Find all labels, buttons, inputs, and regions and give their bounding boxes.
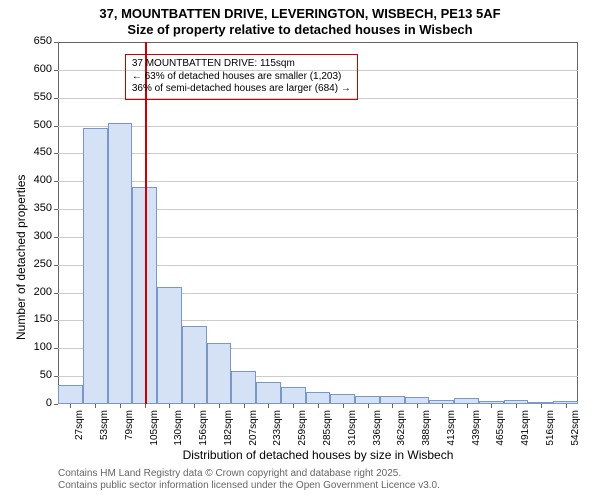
xtick-mark — [219, 404, 220, 408]
ytick-label: 200 — [24, 286, 52, 298]
annotation-line1: 37 MOUNTBATTEN DRIVE: 115sqm — [132, 58, 351, 71]
ytick-mark — [54, 237, 58, 238]
ytick-label: 300 — [24, 230, 52, 242]
xtick-label: 182sqm — [223, 410, 234, 458]
xtick-mark — [491, 404, 492, 408]
chart-title-line1: 37, MOUNTBATTEN DRIVE, LEVERINGTON, WISB… — [0, 0, 600, 22]
histogram-bar — [157, 287, 182, 404]
xtick-mark — [194, 404, 195, 408]
histogram-bar — [256, 382, 281, 404]
ytick-mark — [54, 348, 58, 349]
annotation-box: 37 MOUNTBATTEN DRIVE: 115sqm← 63% of det… — [125, 54, 358, 100]
ytick-mark — [54, 293, 58, 294]
xtick-mark — [293, 404, 294, 408]
ytick-mark — [54, 376, 58, 377]
ytick-mark — [54, 265, 58, 266]
ytick-label: 400 — [24, 174, 52, 186]
ytick-label: 50 — [24, 369, 52, 381]
xtick-label: 439sqm — [471, 410, 482, 458]
gridline — [58, 153, 578, 154]
xtick-mark — [244, 404, 245, 408]
ytick-mark — [54, 404, 58, 405]
xtick-mark — [169, 404, 170, 408]
xtick-label: 27sqm — [74, 410, 85, 458]
chart-title-line2: Size of property relative to detached ho… — [0, 22, 600, 38]
xtick-label: 310sqm — [347, 410, 358, 458]
xtick-mark — [566, 404, 567, 408]
xtick-mark — [120, 404, 121, 408]
histogram-bar — [281, 387, 306, 404]
xtick-mark — [268, 404, 269, 408]
xtick-label: 413sqm — [446, 410, 457, 458]
annotation-line3: 36% of semi-detached houses are larger (… — [132, 83, 351, 96]
xtick-label: 491sqm — [520, 410, 531, 458]
ytick-label: 250 — [24, 258, 52, 270]
histogram-bar — [330, 394, 355, 404]
gridline — [58, 126, 578, 127]
xtick-label: 259sqm — [297, 410, 308, 458]
ytick-mark — [54, 181, 58, 182]
ytick-mark — [54, 209, 58, 210]
histogram-bar — [207, 343, 232, 404]
xtick-label: 53sqm — [99, 410, 110, 458]
xtick-mark — [145, 404, 146, 408]
xtick-label: 516sqm — [545, 410, 556, 458]
histogram-bar — [306, 392, 331, 404]
xtick-mark — [417, 404, 418, 408]
xtick-label: 388sqm — [421, 410, 432, 458]
xtick-mark — [95, 404, 96, 408]
histogram-bar — [58, 385, 83, 404]
ytick-mark — [54, 42, 58, 43]
xtick-mark — [70, 404, 71, 408]
xtick-mark — [318, 404, 319, 408]
ytick-label: 550 — [24, 91, 52, 103]
footer-line2: Contains public sector information licen… — [58, 480, 440, 492]
histogram-bar — [405, 397, 430, 404]
xtick-mark — [392, 404, 393, 408]
ytick-mark — [54, 98, 58, 99]
gridline — [58, 181, 578, 182]
xtick-label: 105sqm — [149, 410, 160, 458]
ytick-label: 100 — [24, 341, 52, 353]
ytick-label: 600 — [24, 63, 52, 75]
ytick-label: 350 — [24, 202, 52, 214]
xtick-mark — [368, 404, 369, 408]
footer-attribution: Contains HM Land Registry data © Crown c… — [58, 468, 440, 492]
xtick-label: 207sqm — [248, 410, 259, 458]
histogram-bar — [108, 123, 133, 404]
xtick-label: 156sqm — [198, 410, 209, 458]
ytick-mark — [54, 70, 58, 71]
xtick-label: 465sqm — [495, 410, 506, 458]
xtick-mark — [442, 404, 443, 408]
xtick-label: 79sqm — [124, 410, 135, 458]
ytick-label: 450 — [24, 146, 52, 158]
xtick-label: 233sqm — [272, 410, 283, 458]
histogram-chart: 37, MOUNTBATTEN DRIVE, LEVERINGTON, WISB… — [0, 0, 600, 500]
histogram-bar — [231, 371, 256, 404]
xtick-label: 336sqm — [372, 410, 383, 458]
ytick-mark — [54, 126, 58, 127]
xtick-label: 130sqm — [173, 410, 184, 458]
xtick-label: 362sqm — [396, 410, 407, 458]
annotation-line2: ← 63% of detached houses are smaller (1,… — [132, 71, 351, 84]
ytick-label: 650 — [24, 35, 52, 47]
xtick-mark — [516, 404, 517, 408]
ytick-mark — [54, 320, 58, 321]
footer-line1: Contains HM Land Registry data © Crown c… — [58, 468, 440, 480]
xtick-mark — [343, 404, 344, 408]
xtick-label: 285sqm — [322, 410, 333, 458]
xtick-mark — [467, 404, 468, 408]
histogram-bar — [355, 396, 380, 404]
xtick-label: 542sqm — [570, 410, 581, 458]
histogram-bar — [83, 128, 108, 404]
histogram-bar — [182, 326, 207, 404]
ytick-label: 0 — [24, 397, 52, 409]
ytick-mark — [54, 153, 58, 154]
ytick-label: 150 — [24, 313, 52, 325]
ytick-label: 500 — [24, 119, 52, 131]
histogram-bar — [380, 396, 405, 404]
xtick-mark — [541, 404, 542, 408]
